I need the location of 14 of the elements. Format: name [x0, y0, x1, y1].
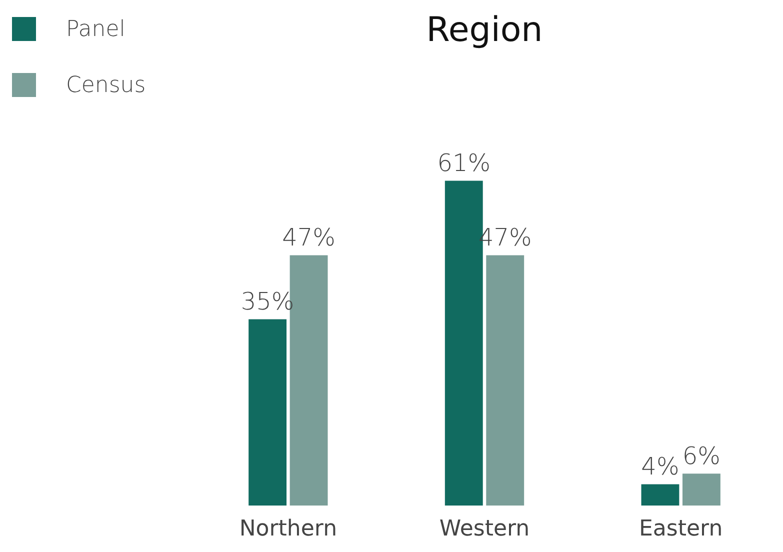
legend-label: Census	[66, 72, 146, 98]
bar	[486, 255, 524, 506]
bar	[641, 484, 680, 506]
chart-title: Region	[426, 10, 543, 50]
data-label: 61%	[437, 148, 491, 177]
x-tick-label: Western	[439, 516, 530, 542]
data-label: 6%	[682, 442, 720, 470]
legend-label: Panel	[66, 16, 126, 42]
data-label: 47%	[282, 224, 336, 252]
x-tick-label: Eastern	[639, 516, 723, 542]
data-label: 4%	[641, 452, 680, 481]
bar	[682, 474, 720, 506]
bar	[248, 319, 287, 506]
x-tick-label: Northern	[239, 516, 338, 542]
